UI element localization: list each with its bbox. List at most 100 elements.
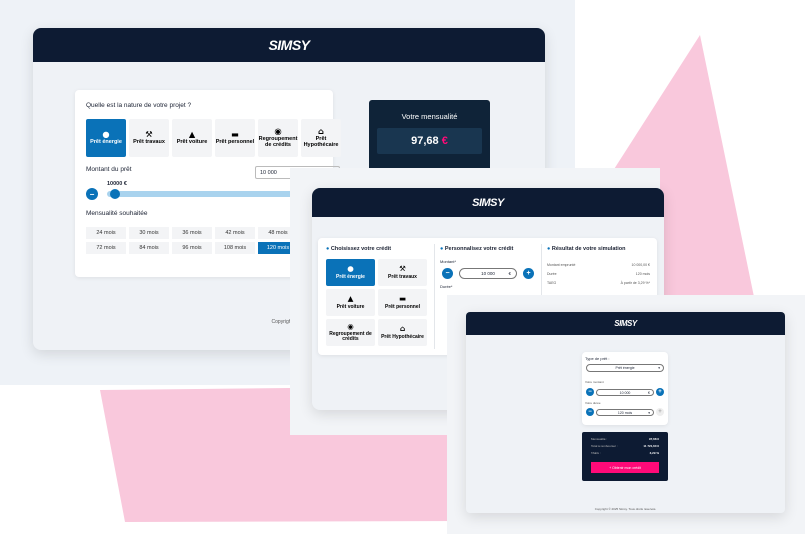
tile-label: Prêt personnel (384, 303, 420, 310)
car-icon: ▲ (347, 294, 354, 304)
result-key: TAEG (547, 281, 557, 285)
tile-label: Prêt Hypothécaire (303, 136, 339, 149)
loan-type-tile[interactable]: ◉ Regroupement de crédits (326, 319, 375, 346)
header: SIMSY (33, 28, 545, 62)
amount-input[interactable]: 10 000 € (459, 268, 517, 279)
form-card: Type de prêt : Prêt énergie ▾ Votre monta… (582, 352, 668, 425)
duration-option[interactable]: 120 mois (258, 242, 298, 254)
result-key: Mensualité : (591, 437, 608, 441)
plus-button[interactable]: + (523, 268, 534, 279)
get-credit-button[interactable]: + Obtenir mon crédit (591, 462, 659, 473)
plus-button-disabled[interactable]: + (656, 408, 664, 416)
worker-icon: ⚒ (145, 128, 153, 139)
result-currency: € (441, 135, 448, 147)
amount-slider[interactable] (107, 191, 337, 197)
worker-icon: ⚒ (399, 264, 406, 274)
result-row: Montant emprunté 10 000,00 € (547, 263, 650, 267)
duration-option[interactable]: 36 mois (172, 227, 212, 239)
duration-option[interactable]: 48 mois (258, 227, 298, 239)
result-key: Total à rembourser : (591, 444, 618, 448)
lightbulb-icon: ● (347, 264, 354, 274)
lightbulb-icon: ● (102, 128, 110, 139)
amount-label: Votre montant (585, 380, 604, 384)
tile-label: Prêt énergie (336, 273, 365, 280)
card-icon: ▬ (231, 128, 239, 139)
result-row: TAEG : 3,29 % (591, 451, 659, 455)
slider-value: 10000 € (107, 181, 127, 187)
duration-option[interactable]: 42 mois (215, 227, 255, 239)
duration-option[interactable]: 84 mois (129, 242, 169, 254)
duration-label: Votre durée (585, 401, 601, 405)
result-row: TAEG À partir de 3,29 %* (547, 281, 650, 285)
coins-icon: ◉ (274, 126, 282, 137)
loan-type-tile[interactable]: ▲ Prêt voiture (326, 289, 375, 316)
duration-option[interactable]: 30 mois (129, 227, 169, 239)
logo: SIMSY (614, 319, 637, 328)
logo: SIMSY (472, 196, 504, 209)
result-title: Votre mensualité (401, 112, 458, 121)
step2-title: ● Personnalisez votre crédit (440, 246, 514, 252)
mobile-screen: SIMSY Type de prêt : Prêt énergie ▾ Votre… (466, 312, 785, 513)
minus-button[interactable]: − (586, 388, 594, 396)
duration-option[interactable]: 96 mois (172, 242, 212, 254)
tile-label: Regroupement de crédits (329, 331, 372, 343)
card-icon: ▬ (398, 294, 407, 304)
result-key: Montant emprunté (547, 263, 576, 267)
loan-type-tile[interactable]: ● Prêt énergie (86, 119, 126, 157)
result-value: 120 mois (635, 272, 650, 276)
amount-input[interactable]: 10 000 € (596, 389, 654, 396)
result-value: 97,68 € (648, 437, 659, 441)
tile-label: Prêt personnel (215, 139, 255, 146)
result-row: Mensualité : 97,68 € (591, 437, 659, 441)
duration-label: Durée* (440, 284, 453, 289)
duration-option[interactable]: 72 mois (86, 242, 126, 254)
loan-type-tile[interactable]: ▲ Prêt voiture (172, 119, 212, 157)
duration-select[interactable]: 120 mois ▾ (596, 409, 654, 416)
question: Quelle est la nature de votre projet ? (86, 102, 192, 109)
result-value: 10 000,00 € (631, 263, 651, 267)
car-icon: ▲ (188, 128, 196, 139)
result-value: 11 721,60 € (643, 444, 659, 448)
plus-button[interactable]: + (656, 388, 664, 396)
result-value: 3,29 % (649, 451, 659, 455)
result-panel: Mensualité : 97,68 € Total à rembourser : 1… (582, 432, 668, 481)
result-row: Total à rembourser : 11 721,60 € (591, 444, 659, 448)
result-value: 97,68 (411, 135, 439, 147)
loan-type-tile[interactable]: ⌂ Prêt Hypothécaire (378, 319, 427, 346)
footer: Copyright © 2025 Simsy. Tous droits rése… (594, 507, 657, 511)
result-key: Durée (547, 272, 557, 276)
minus-button[interactable]: − (586, 408, 594, 416)
duration-option[interactable]: 24 mois (86, 227, 126, 239)
house-icon: ⌂ (399, 324, 406, 334)
type-label: Type de prêt : (585, 356, 610, 361)
logo: SIMSY (268, 37, 310, 53)
loan-type-tile[interactable]: ◉ Regroupement de crédits (258, 119, 298, 157)
minus-button[interactable]: − (442, 268, 453, 279)
desktop-screen: SIMSY Quelle est la nature de votre proj… (33, 28, 545, 350)
amount-label: Montant* (440, 259, 457, 264)
result-box: 97,68 € (377, 128, 482, 154)
loan-type-tile[interactable]: ● Prêt énergie (326, 259, 375, 286)
duration-option[interactable]: 108 mois (215, 242, 255, 254)
divider (434, 244, 435, 349)
result-row: Durée 120 mois (547, 272, 650, 276)
loan-type-tile[interactable]: ⚒ Prêt travaux (129, 119, 169, 157)
header: SIMSY (312, 188, 664, 217)
loan-type-tile[interactable]: ▬ Prêt personnel (378, 289, 427, 316)
step1-title: ● Choisissez votre crédit (326, 246, 392, 252)
tile-label: Prêt travaux (388, 273, 417, 280)
tile-label: Prêt voiture (336, 303, 365, 310)
tile-label: Prêt énergie (90, 139, 122, 146)
minus-button[interactable]: − (86, 188, 98, 200)
loan-type-tile[interactable]: ▬ Prêt personnel (215, 119, 255, 157)
tile-label: Prêt Hypothécaire (381, 333, 424, 340)
loan-type-tile[interactable]: ⚒ Prêt travaux (378, 259, 427, 286)
result-value: À partir de 3,29 %* (620, 281, 650, 285)
house-icon: ⌂ (318, 126, 324, 137)
amount-label: Montant du prêt (86, 166, 132, 173)
loan-type-tile[interactable]: ⌂ Prêt Hypothécaire (301, 119, 341, 157)
type-select[interactable]: Prêt énergie ▾ (586, 364, 664, 372)
coins-icon: ◉ (347, 321, 354, 331)
slider-handle[interactable] (110, 189, 120, 199)
tile-label: Prêt voiture (176, 139, 208, 146)
